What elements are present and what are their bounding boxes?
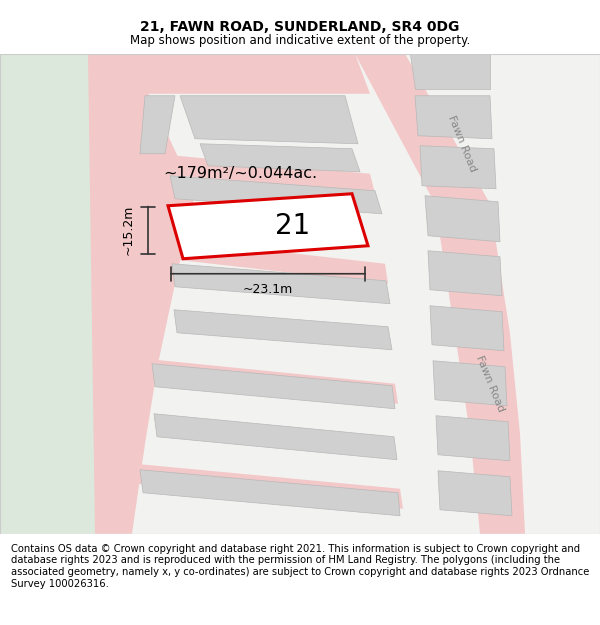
Polygon shape bbox=[130, 54, 370, 94]
Polygon shape bbox=[170, 176, 382, 214]
Text: ~15.2m: ~15.2m bbox=[121, 205, 134, 256]
Polygon shape bbox=[0, 54, 120, 534]
Polygon shape bbox=[140, 96, 175, 154]
Polygon shape bbox=[415, 96, 492, 139]
Polygon shape bbox=[155, 154, 375, 194]
Polygon shape bbox=[438, 471, 512, 516]
Polygon shape bbox=[436, 416, 510, 461]
Polygon shape bbox=[200, 144, 360, 172]
Text: ~179m²/~0.044ac.: ~179m²/~0.044ac. bbox=[163, 166, 317, 181]
Text: ~23.1m: ~23.1m bbox=[243, 283, 293, 296]
Text: Contains OS data © Crown copyright and database right 2021. This information is : Contains OS data © Crown copyright and d… bbox=[11, 544, 589, 589]
Polygon shape bbox=[154, 414, 397, 460]
Polygon shape bbox=[145, 359, 398, 404]
Polygon shape bbox=[425, 196, 500, 242]
Polygon shape bbox=[140, 470, 400, 516]
Polygon shape bbox=[430, 306, 504, 351]
Text: Fawn Road: Fawn Road bbox=[474, 354, 506, 414]
Text: Map shows position and indicative extent of the property.: Map shows position and indicative extent… bbox=[130, 34, 470, 48]
Polygon shape bbox=[180, 96, 358, 144]
Polygon shape bbox=[172, 264, 390, 304]
Text: Fawn Road: Fawn Road bbox=[446, 114, 478, 174]
Polygon shape bbox=[355, 54, 525, 534]
Polygon shape bbox=[420, 146, 496, 189]
Polygon shape bbox=[168, 194, 368, 259]
Polygon shape bbox=[174, 310, 392, 350]
Text: 21, FAWN ROAD, SUNDERLAND, SR4 0DG: 21, FAWN ROAD, SUNDERLAND, SR4 0DG bbox=[140, 19, 460, 34]
Polygon shape bbox=[428, 251, 502, 296]
Polygon shape bbox=[165, 239, 388, 284]
Polygon shape bbox=[152, 364, 395, 409]
Polygon shape bbox=[135, 464, 403, 509]
Polygon shape bbox=[88, 54, 195, 534]
Text: 21: 21 bbox=[275, 212, 310, 240]
Polygon shape bbox=[410, 54, 490, 89]
Polygon shape bbox=[433, 361, 507, 406]
